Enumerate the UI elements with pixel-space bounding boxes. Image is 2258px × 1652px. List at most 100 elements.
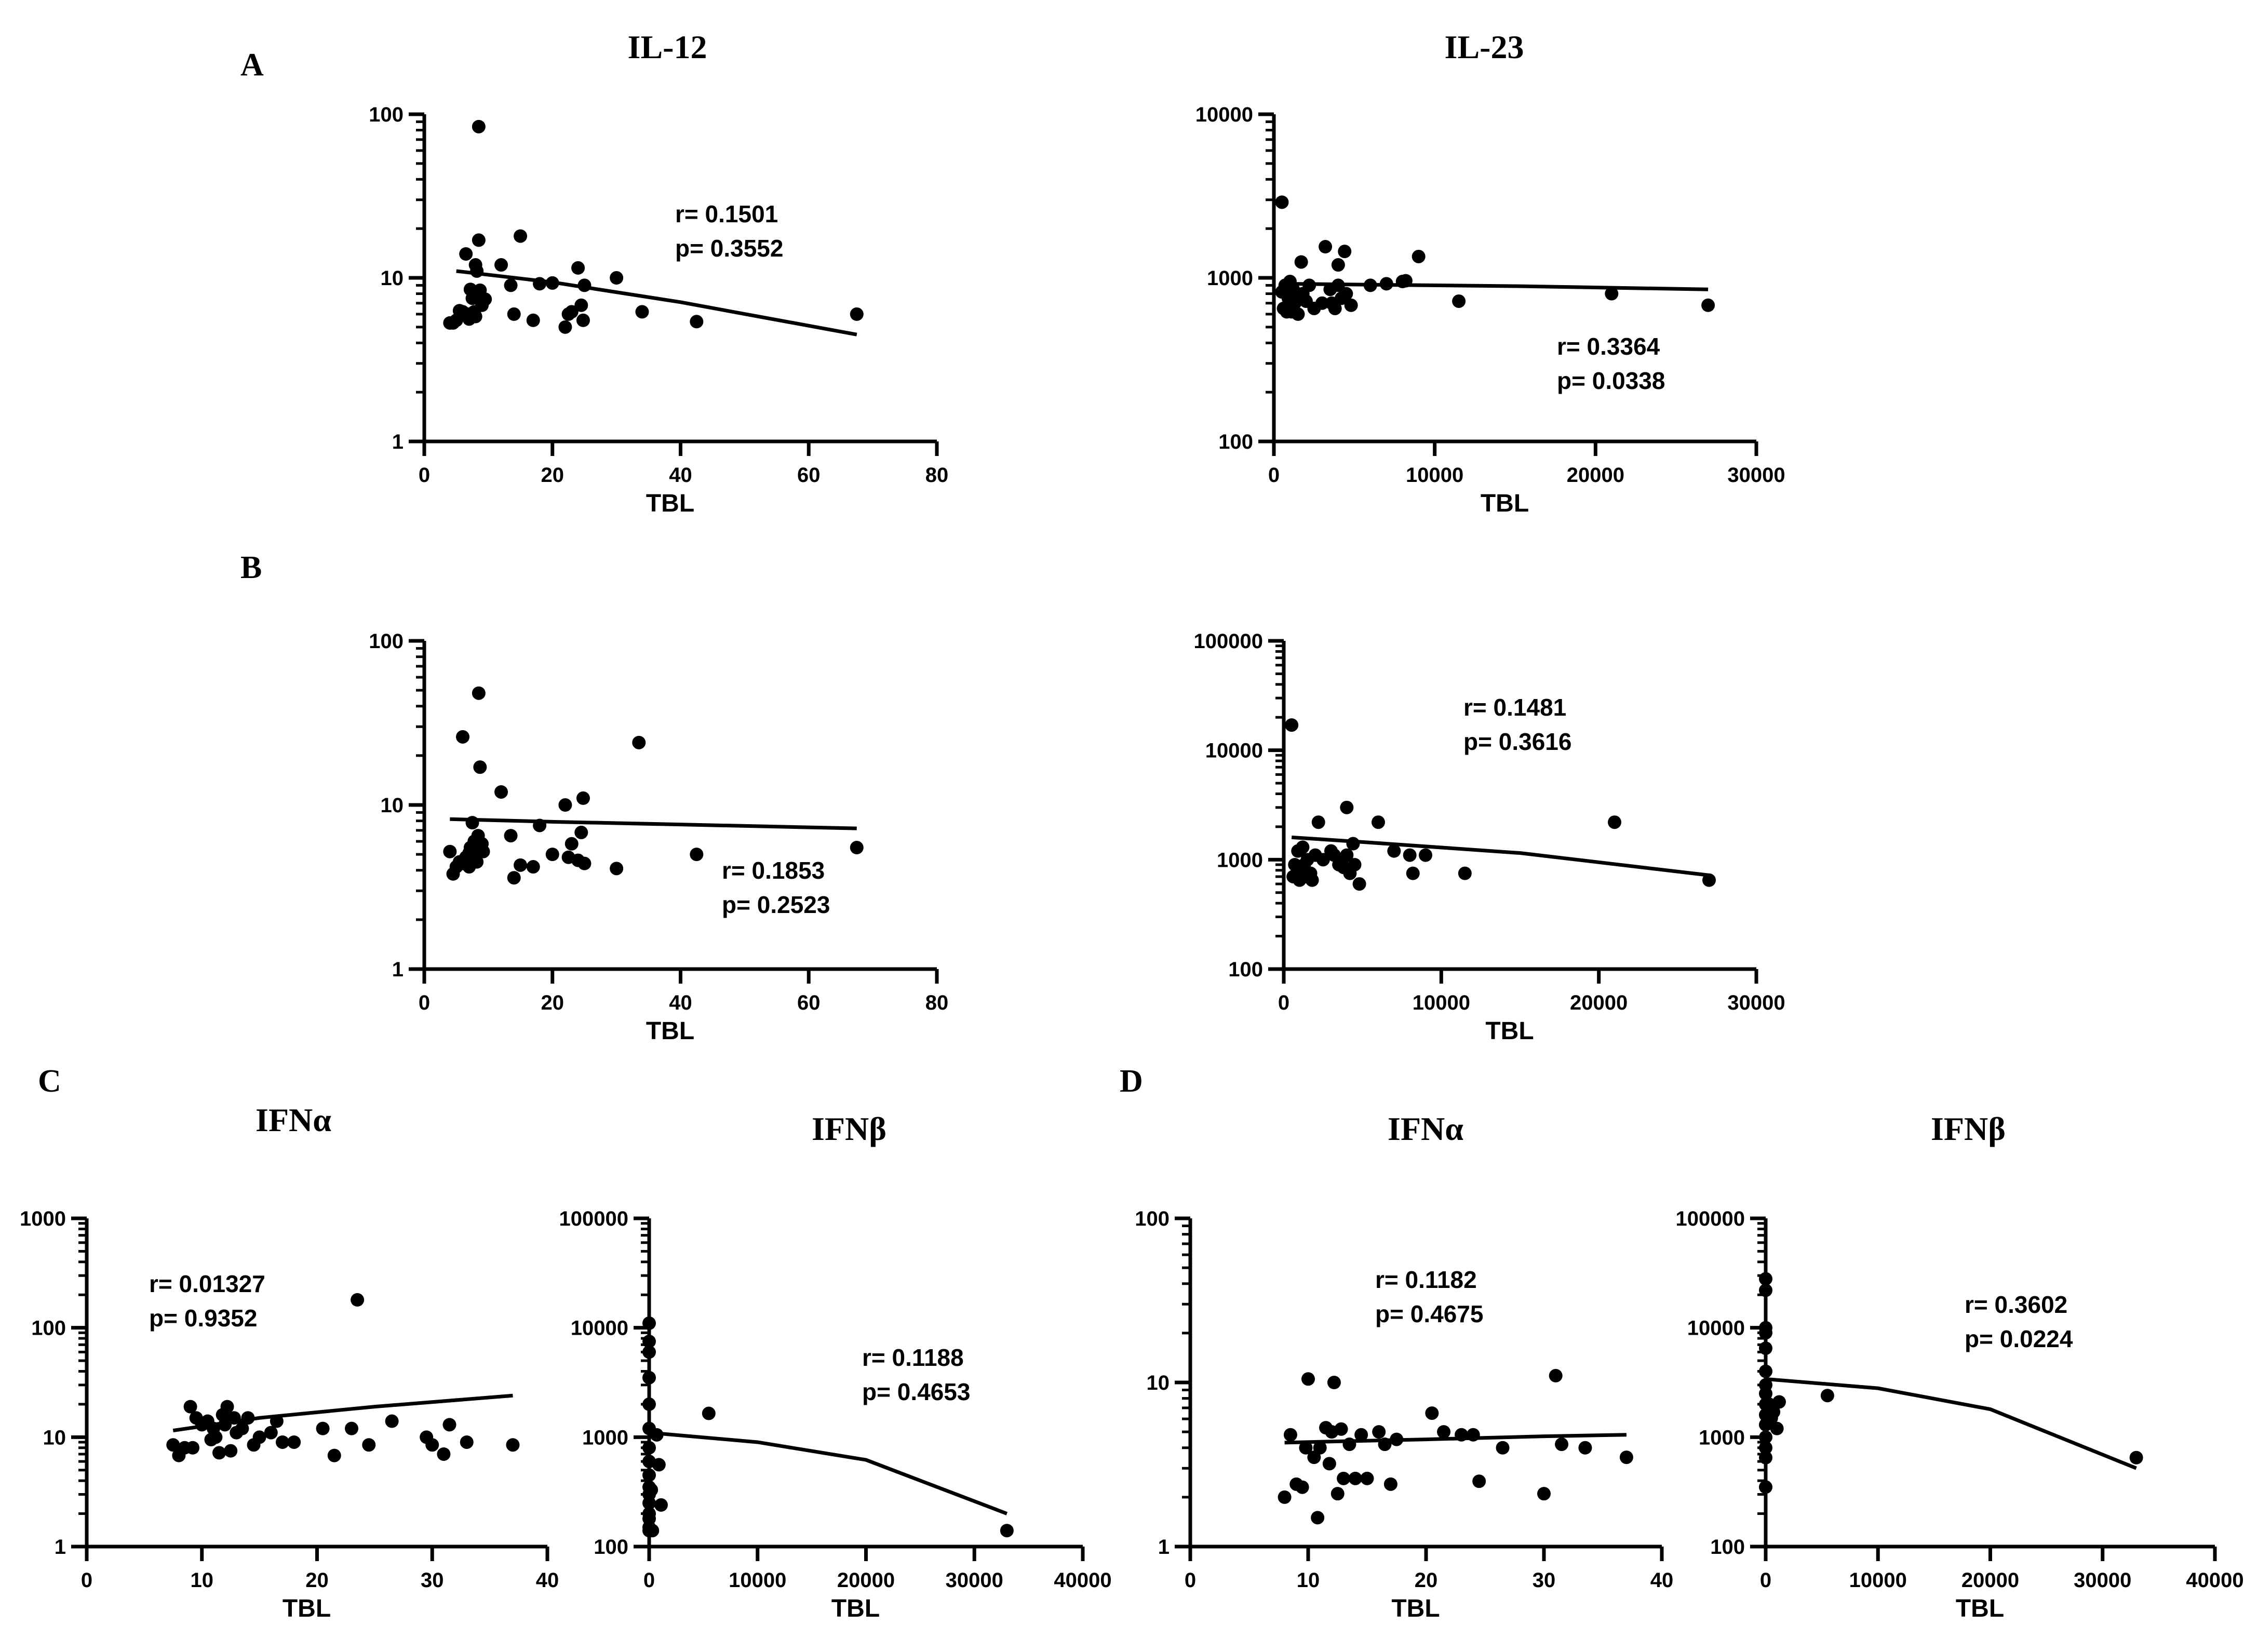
data-point-b1 [533, 818, 547, 832]
data-point-d2 [1759, 1364, 1772, 1378]
data-point-a1 [507, 307, 521, 321]
data-point-b1 [632, 735, 646, 749]
data-point-a1 [635, 305, 649, 319]
data-point-a1 [571, 261, 585, 275]
data-point-c1 [264, 1426, 278, 1440]
data-point-a2 [1605, 287, 1619, 301]
data-point-b2 [1285, 718, 1299, 732]
data-point-b2 [1406, 866, 1420, 880]
data-point-c1 [227, 1411, 241, 1425]
data-point-b2 [1458, 866, 1472, 880]
data-point-d1 [1472, 1474, 1486, 1488]
data-point-d1 [1372, 1425, 1386, 1439]
chart-a2: 100 1000 10000 0 10000 20000 30000 TBL IL-23 r= 0… [1195, 29, 1785, 517]
data-point-a2 [1701, 298, 1715, 312]
y-tick-label-a1: 100 [369, 103, 404, 126]
x-axis-label-d2: TBL [1956, 1595, 2004, 1622]
r-value-c1: r= 0.01327 [149, 1270, 265, 1297]
data-point-d2 [1759, 1441, 1772, 1455]
chart-d1: 1 10 100 0 10 20 30 40 TBL IFNα r= 0.1182 p= 0.4675 [1135, 1110, 1673, 1622]
x-axis-label-a2: TBL [1481, 490, 1529, 517]
x-tick-label-b1: 40 [669, 991, 692, 1014]
data-point-a1 [533, 277, 547, 291]
data-point-d1 [1327, 1376, 1341, 1389]
x-tick-label-d1: 30 [1533, 1569, 1556, 1592]
x-tick-label-a1: 0 [419, 464, 430, 487]
data-point-c1 [220, 1400, 234, 1414]
y-tick-label-a2: 100 [1218, 431, 1253, 453]
data-point-c1 [252, 1430, 266, 1444]
data-point-d1 [1437, 1425, 1451, 1439]
x-tick-label-c2: 20000 [837, 1569, 895, 1592]
x-tick-label-b2: 20000 [1570, 991, 1628, 1014]
data-point-b2 [1311, 815, 1325, 829]
data-point-d1 [1334, 1422, 1348, 1436]
panel-label-d: D [1120, 1064, 1143, 1099]
x-tick-label-d1: 40 [1650, 1569, 1674, 1592]
data-point-b2 [1340, 848, 1354, 862]
y-tick-label-b1: 100 [369, 630, 404, 653]
y-tick-label-c2: 100 [594, 1536, 628, 1559]
data-point-b1 [850, 841, 864, 855]
data-point-d1 [1425, 1406, 1439, 1420]
x-tick-label-b2: 10000 [1413, 991, 1470, 1014]
data-point-c1 [437, 1447, 451, 1461]
data-point-c1 [235, 1421, 249, 1435]
chart-title-d2: IFNβ [1931, 1110, 2006, 1147]
x-tick-label-b1: 20 [541, 991, 564, 1014]
r-value-b1: r= 0.1853 [722, 857, 825, 884]
panel-label-c: C [38, 1064, 61, 1099]
data-point-b2 [1352, 877, 1366, 891]
y-tick-label-b2: 10000 [1205, 740, 1263, 762]
chart-c1: 1 10 100 1000 0 10 20 30 40 TBL IFNα r= 0.01327 p= 0… [20, 1102, 559, 1622]
data-point-a2 [1328, 301, 1342, 315]
data-point-d1 [1299, 1441, 1313, 1455]
x-tick-label-c1: 20 [305, 1569, 329, 1592]
y-tick-label-b1: 10 [381, 794, 404, 817]
data-point-c1 [425, 1438, 439, 1452]
x-tick-label-d2: 30000 [2074, 1569, 2131, 1592]
data-point-b1 [545, 848, 559, 862]
data-point-c1 [506, 1438, 520, 1452]
p-value-d1: p= 0.4675 [1375, 1300, 1483, 1327]
fit-curve-b1 [450, 817, 857, 830]
data-point-c1 [209, 1430, 223, 1444]
data-point-c2 [642, 1496, 656, 1510]
data-point-d1 [1360, 1471, 1374, 1485]
data-point-c2 [642, 1441, 656, 1455]
data-point-a2 [1275, 195, 1289, 209]
data-point-a2 [1319, 240, 1333, 254]
y-tick-label-c1: 100 [31, 1317, 66, 1340]
fit-curve-b2 [1291, 835, 1710, 877]
data-point-d1 [1578, 1441, 1592, 1455]
y-tick-label-a2: 1000 [1207, 267, 1253, 290]
x-tick-label-c2: 30000 [946, 1569, 1003, 1592]
data-point-c1 [460, 1435, 474, 1449]
data-point-d1 [1496, 1441, 1510, 1455]
chart-a1: 1 10 100 0 20 40 60 80 TBL IL-12 r= 0.1501 p= 0.355… [369, 29, 948, 517]
data-point-b1 [574, 825, 588, 839]
data-point-b1 [564, 837, 579, 851]
data-point-c2 [702, 1406, 716, 1420]
data-point-d1 [1455, 1428, 1469, 1442]
data-point-d2 [1759, 1387, 1772, 1401]
data-point-d1 [1378, 1438, 1392, 1452]
data-point-b1 [526, 860, 540, 874]
data-point-a1 [577, 278, 592, 292]
data-point-b1 [470, 855, 484, 869]
x-tick-label-b2: 30000 [1727, 991, 1785, 1014]
data-point-b1 [504, 829, 518, 843]
data-point-a1 [610, 271, 624, 285]
data-point-a1 [564, 305, 579, 319]
data-point-c2 [654, 1498, 668, 1512]
data-point-c1 [270, 1414, 284, 1428]
y-tick-label-d1: 10 [1147, 1372, 1170, 1394]
data-point-b1 [443, 844, 457, 858]
y-tick-label-d2: 1000 [1699, 1426, 1745, 1449]
data-point-a2 [1379, 277, 1393, 291]
x-axis-label-b1: TBL [646, 1017, 694, 1045]
data-point-a2 [1315, 296, 1329, 310]
data-point-a1 [576, 313, 590, 327]
chart-title-d1: IFNα [1388, 1110, 1463, 1147]
